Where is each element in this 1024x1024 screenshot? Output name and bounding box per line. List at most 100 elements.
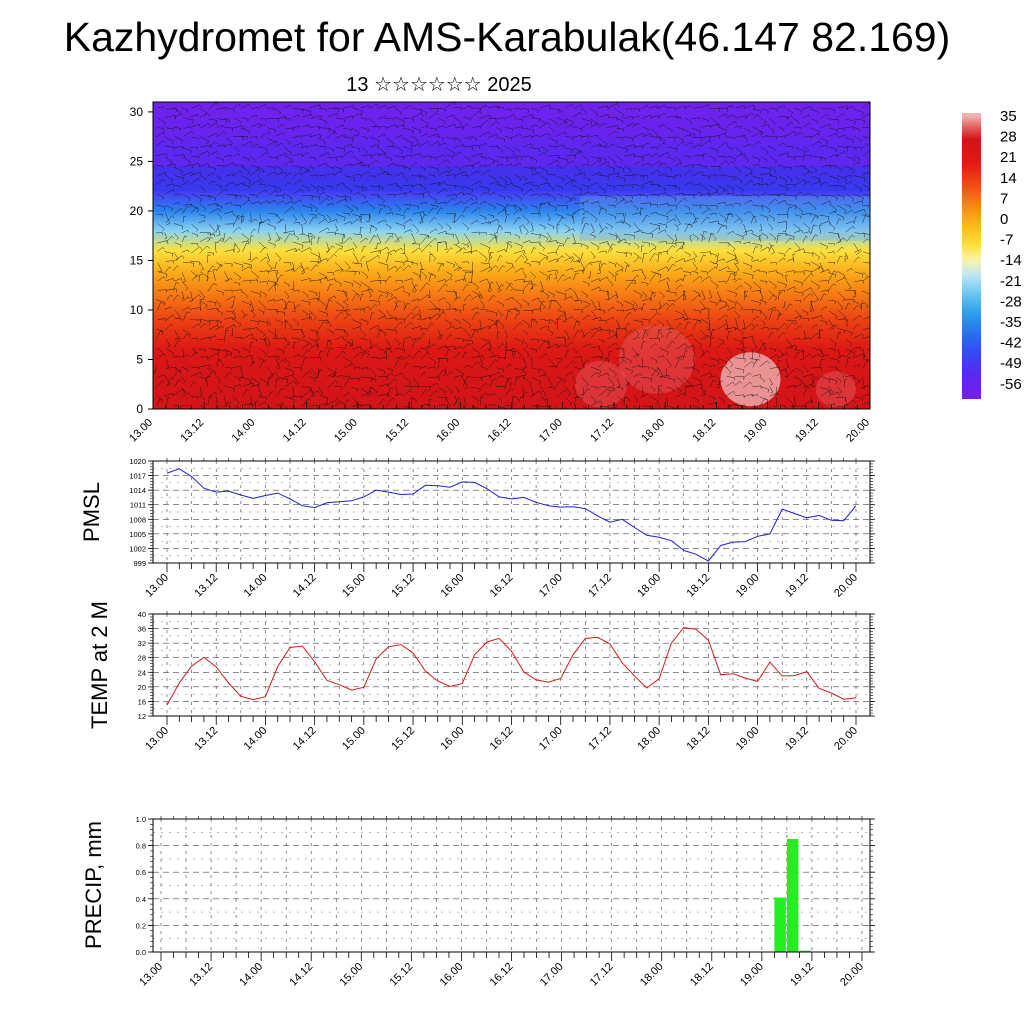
x-tick-label: 18.00 xyxy=(638,961,666,989)
pmsl-grid xyxy=(153,460,870,564)
colorbar-tick-label: -42 xyxy=(1000,335,1022,352)
y-tick-label: 999 xyxy=(133,559,146,568)
cross-section-x-tick-label: 14.12 xyxy=(281,417,309,445)
temp-grid xyxy=(153,613,870,717)
x-tick-label: 19.00 xyxy=(734,572,762,600)
x-tick-label: 14.12 xyxy=(291,725,319,753)
precip-bars xyxy=(774,839,811,952)
x-tick-label: 18.12 xyxy=(688,961,716,989)
precip-bar xyxy=(799,950,811,952)
pmsl-panel: 999 1002 1005 1008 1011 1014 1017 1020 13.00 13.1… xyxy=(79,457,875,600)
x-tick-label: 16.00 xyxy=(438,725,466,753)
colorbar-tick-label: -35 xyxy=(1000,314,1022,331)
x-tick-label: 14.00 xyxy=(237,961,265,989)
x-tick-label: 14.12 xyxy=(291,572,319,600)
temp-series-line xyxy=(166,626,857,706)
x-tick-label: 18.12 xyxy=(685,572,713,600)
x-tick-label: 14.00 xyxy=(242,725,270,753)
precip-grid xyxy=(153,818,870,953)
y-tick-label: 1.0 xyxy=(136,815,146,824)
cross-section-x-tick-label: 13.12 xyxy=(178,417,206,445)
y-tick-label: 1020 xyxy=(129,457,146,466)
chart-subtitle: 13 ☆☆☆☆☆☆ 2025 xyxy=(346,74,532,96)
cold-band xyxy=(153,166,870,192)
x-tick-label: 19.12 xyxy=(788,961,816,989)
x-tick-label: 20.00 xyxy=(832,725,860,753)
x-tick-label: 19.12 xyxy=(783,725,811,753)
x-tick-label: 15.00 xyxy=(340,572,368,600)
y-tick-label: 1017 xyxy=(129,472,146,481)
y-tick-label: 0.4 xyxy=(136,895,146,904)
cross-section-x-axis: 13.00 13.12 14.00 14.12 15.00 15.12 16.00 16.12… xyxy=(127,417,872,445)
y-tick-label: 20 xyxy=(138,683,146,692)
x-tick-label: 16.12 xyxy=(488,961,516,989)
x-tick-label: 13.12 xyxy=(187,961,215,989)
cross-section-y-tick-label: 30 xyxy=(130,105,144,119)
y-tick-label: 0.6 xyxy=(136,868,146,877)
colorbar-tick-label: 0 xyxy=(1000,211,1008,228)
x-tick-label: 13.00 xyxy=(143,572,171,600)
colorbar-tick-label: 35 xyxy=(1000,108,1017,125)
x-tick-label: 19.00 xyxy=(734,725,762,753)
y-tick-label: 1014 xyxy=(129,486,146,495)
x-tick-label: 15.12 xyxy=(388,961,416,989)
cross-section-y-tick-label: 20 xyxy=(130,204,144,218)
x-tick-label: 15.00 xyxy=(340,725,368,753)
warm-anomaly xyxy=(575,360,628,408)
cross-section-x-tick-label: 17.12 xyxy=(588,417,616,445)
x-tick-label: 13.00 xyxy=(137,961,165,989)
x-tick-label: 17.00 xyxy=(537,572,565,600)
colorbar-tick-label: -56 xyxy=(1000,376,1022,393)
x-tick-label: 16.00 xyxy=(438,961,466,989)
pmsl-ylabel: PMSL xyxy=(79,482,104,542)
cross-section-x-tick-label: 15.12 xyxy=(383,417,411,445)
cross-section-x-tick-label: 18.12 xyxy=(691,417,719,445)
x-tick-label: 20.00 xyxy=(838,961,866,989)
colorbar-tick-label: 28 xyxy=(1000,129,1017,146)
x-tick-label: 18.12 xyxy=(685,725,713,753)
warm-anomaly xyxy=(815,371,856,408)
y-tick-label: 1005 xyxy=(129,530,146,539)
cross-section-x-tick-label: 16.00 xyxy=(434,417,462,445)
warm-anomaly xyxy=(720,352,781,407)
colorbar-tick-label: -49 xyxy=(1000,355,1022,372)
colorbar-strip xyxy=(962,113,981,399)
cross-section-x-tick-label: 16.12 xyxy=(486,417,514,445)
cross-section-x-tick-label: 17.00 xyxy=(537,417,565,445)
precip-ylabel: PRECIP, mm xyxy=(81,821,106,949)
y-tick-label: 1008 xyxy=(129,515,146,524)
x-tick-label: 16.12 xyxy=(488,572,516,600)
x-tick-label: 14.00 xyxy=(242,572,270,600)
colorbar-tick-label: 14 xyxy=(1000,170,1017,187)
wind-barb-strokes xyxy=(153,102,870,409)
x-tick-label: 17.00 xyxy=(537,725,565,753)
cross-section-overlay xyxy=(153,166,870,408)
cross-section-y-tick-label: 10 xyxy=(130,303,144,317)
y-tick-label: 24 xyxy=(138,668,146,677)
cross-section-panel: 0 5 10 15 20 25 30 13.00 13.12 14.00 14.12 15.00 15… xyxy=(127,101,872,445)
x-tick-label: 18.00 xyxy=(635,572,663,600)
cross-section-y-tick-label: 25 xyxy=(130,154,144,168)
wind-barbs xyxy=(153,102,870,409)
temp-panel: 12 16 20 24 28 32 36 40 13.00 13.12 14.00 14.12 15.0… xyxy=(87,601,875,753)
precip-bar xyxy=(786,839,799,952)
x-tick-label: 17.12 xyxy=(586,725,614,753)
cross-section-y-tick-label: 0 xyxy=(136,402,143,416)
colorbar-labels: 35 28 21 14 7 0 -7 -14 -21 -28 -35 -42 -49 -56 xyxy=(1000,108,1022,393)
colorbar: 35 28 21 14 7 0 -7 -14 -21 -28 -35 -42 -49 -56 xyxy=(962,108,1022,399)
x-tick-label: 16.00 xyxy=(438,572,466,600)
x-tick-label: 17.12 xyxy=(588,961,616,989)
temp-ylabel: TEMP at 2 M xyxy=(87,601,112,729)
x-tick-label: 15.00 xyxy=(337,961,365,989)
cross-section-x-tick-label: 15.00 xyxy=(332,417,360,445)
colorbar-tick-label: 21 xyxy=(1000,149,1017,166)
y-tick-label: 36 xyxy=(138,625,146,634)
x-tick-label: 15.12 xyxy=(389,572,417,600)
cross-section-x-tick-label: 19.12 xyxy=(793,417,821,445)
y-tick-label: 1002 xyxy=(129,544,146,553)
colorbar-tick-label: -14 xyxy=(1000,252,1022,269)
y-tick-label: 0.0 xyxy=(136,948,146,957)
y-tick-label: 32 xyxy=(138,639,146,648)
